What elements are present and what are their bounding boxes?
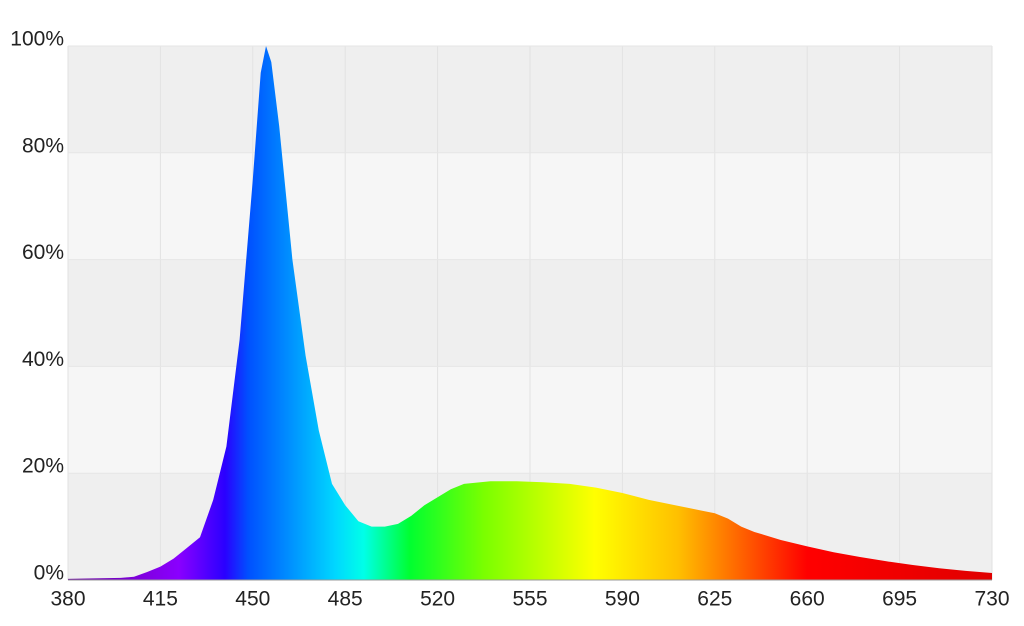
x-tick-label: 380 <box>50 588 85 611</box>
y-tick-label: 60% <box>22 241 64 264</box>
y-tick-label: 40% <box>22 348 64 371</box>
y-tick-label: 100% <box>10 28 64 51</box>
y-tick-label: 0% <box>34 562 64 585</box>
y-tick-label: 80% <box>22 134 64 157</box>
x-tick-label: 485 <box>328 588 363 611</box>
x-tick-label: 450 <box>235 588 270 611</box>
spectrum-area <box>68 46 992 580</box>
x-tick-label: 415 <box>143 588 178 611</box>
x-tick-label: 625 <box>697 588 732 611</box>
x-tick-label: 660 <box>790 588 825 611</box>
x-tick-label: 730 <box>974 588 1009 611</box>
x-tick-label: 555 <box>512 588 547 611</box>
x-tick-label: 520 <box>420 588 455 611</box>
y-tick-label: 20% <box>22 455 64 478</box>
x-tick-label: 590 <box>605 588 640 611</box>
x-tick-label: 695 <box>882 588 917 611</box>
